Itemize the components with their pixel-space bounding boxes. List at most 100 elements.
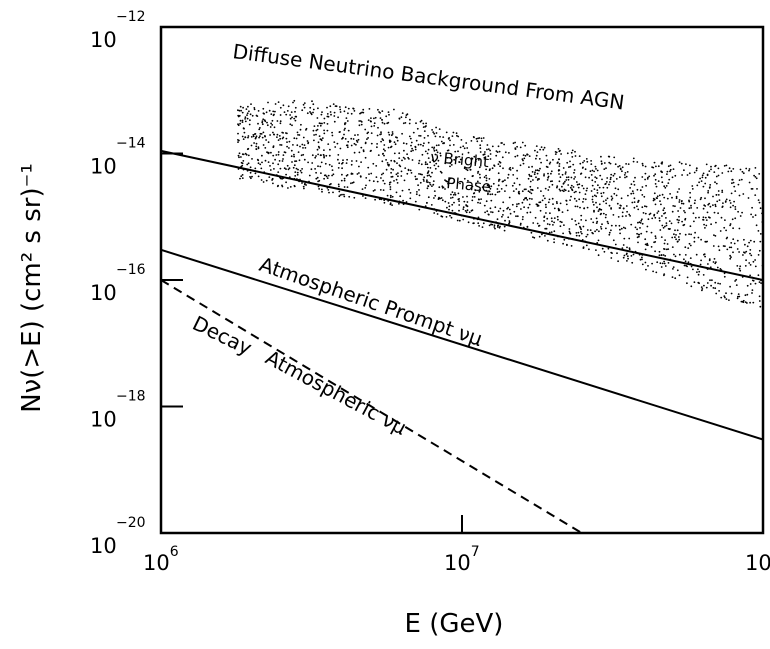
band-dot	[616, 202, 619, 205]
band-dot	[415, 122, 417, 125]
band-dot	[757, 230, 760, 232]
band-dot	[405, 116, 407, 119]
band-dot	[458, 219, 461, 222]
band-dot	[698, 282, 700, 285]
band-dot	[667, 165, 670, 168]
band-dot	[502, 180, 505, 183]
band-dot	[442, 136, 445, 139]
band-dot	[754, 194, 757, 197]
band-dot	[516, 169, 518, 172]
band-dot	[678, 188, 680, 190]
band-dot	[247, 136, 249, 139]
band-dot	[584, 168, 587, 171]
band-dot	[496, 188, 499, 190]
band-dot	[694, 199, 696, 202]
band-dot	[585, 235, 588, 238]
band-dot	[491, 211, 494, 214]
band-dot	[390, 176, 393, 178]
band-dot	[406, 153, 408, 156]
band-dot	[753, 174, 755, 177]
band-dot	[343, 133, 345, 136]
band-dot	[326, 106, 328, 109]
band-dot	[584, 198, 587, 201]
band-dot	[418, 189, 420, 191]
band-dot	[679, 232, 681, 235]
atmospheric-label: Atmospheric νμ	[262, 345, 411, 440]
band-dot	[598, 208, 601, 211]
band-dot	[537, 225, 540, 227]
band-dot	[759, 305, 762, 308]
band-dot	[758, 201, 761, 204]
band-dot	[500, 188, 503, 190]
band-dot	[320, 113, 323, 116]
y-tick-label: 10	[90, 281, 117, 305]
band-dot	[245, 108, 248, 110]
band-dot	[604, 183, 607, 186]
band-dot	[504, 190, 506, 193]
band-dot	[489, 207, 492, 210]
band-dot	[700, 196, 703, 199]
band-dot	[466, 169, 469, 172]
band-dot	[502, 167, 504, 170]
band-dot	[465, 211, 468, 214]
band-dot	[293, 153, 295, 156]
band-dot	[591, 198, 594, 201]
band-dot	[334, 146, 337, 148]
band-dot	[343, 177, 346, 180]
band-dot	[707, 190, 710, 192]
band-dot	[559, 202, 562, 205]
band-dot	[403, 179, 406, 182]
band-dot	[709, 279, 711, 282]
band-dot	[633, 206, 636, 209]
band-dot	[503, 143, 505, 146]
band-dot	[489, 187, 492, 190]
band-dot	[299, 145, 301, 148]
band-dot	[426, 187, 429, 190]
band-dot	[401, 132, 403, 135]
band-dot	[732, 204, 734, 207]
band-dot	[303, 102, 306, 104]
band-dot	[603, 168, 606, 171]
band-dot	[644, 165, 647, 168]
band-dot	[295, 167, 298, 170]
band-dot	[594, 165, 597, 168]
band-dot	[303, 106, 306, 109]
band-dot	[538, 235, 541, 238]
band-dot	[319, 124, 322, 127]
band-dot	[571, 149, 574, 152]
band-dot	[671, 236, 674, 239]
band-dot	[395, 136, 397, 139]
band-dot	[621, 211, 624, 214]
band-dot	[292, 101, 294, 104]
band-dot	[267, 151, 270, 154]
band-dot	[387, 131, 390, 134]
band-dot	[691, 185, 694, 187]
band-dot	[316, 176, 319, 179]
band-dot	[338, 131, 341, 134]
band-dot	[355, 160, 358, 162]
band-dot	[653, 241, 655, 244]
band-dot	[553, 241, 555, 244]
band-dot	[650, 231, 653, 234]
band-dot	[663, 274, 665, 277]
band-dot	[328, 163, 331, 166]
band-dot	[538, 169, 540, 172]
band-dot	[462, 206, 465, 209]
band-dot	[705, 224, 708, 227]
band-dot	[457, 150, 459, 153]
band-dot	[619, 232, 621, 235]
band-dot	[393, 180, 395, 182]
band-dot	[654, 250, 656, 253]
band-dot	[653, 192, 656, 195]
band-dot	[489, 193, 492, 196]
band-dot	[446, 149, 449, 152]
band-dot	[357, 134, 359, 136]
band-dot	[318, 122, 321, 125]
band-dot	[513, 182, 516, 185]
band-dot	[618, 165, 621, 167]
band-dot	[276, 133, 279, 136]
band-dot	[703, 223, 705, 226]
band-dot	[558, 173, 560, 175]
band-dot	[575, 234, 578, 237]
band-dot	[625, 205, 628, 207]
